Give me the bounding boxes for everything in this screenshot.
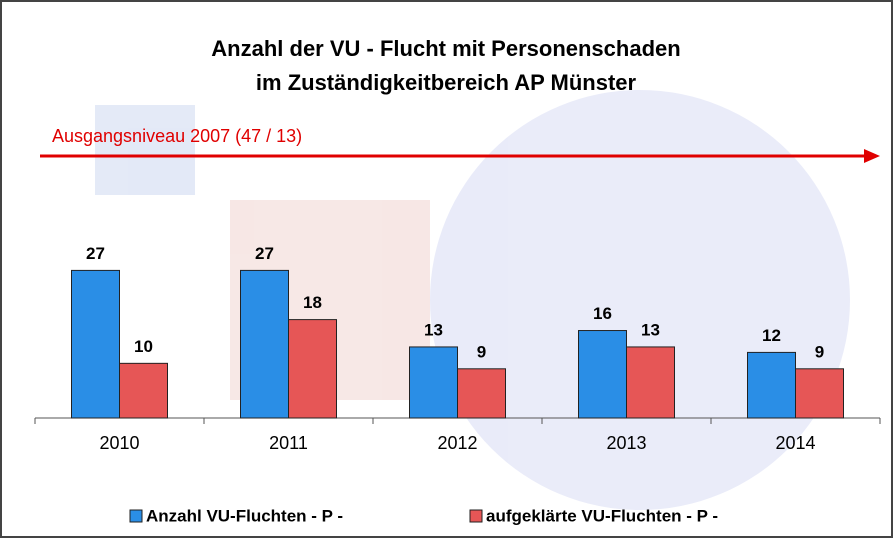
data-label: 27 — [255, 244, 274, 263]
bar — [457, 368, 506, 419]
annotation: Ausgangsniveau 2007 (47 / 13) — [52, 126, 302, 146]
bar — [288, 319, 337, 419]
bar — [71, 269, 120, 419]
data-label: 9 — [815, 342, 824, 361]
chart-title: im Zuständigkeitbereich AP Münster — [256, 70, 637, 95]
x-tick-label: 2011 — [269, 433, 308, 453]
x-tick-label: 2013 — [606, 433, 646, 453]
data-label: 16 — [593, 304, 612, 323]
data-label: 13 — [641, 320, 660, 339]
legend-label: aufgeklärte VU-Fluchten - P - — [486, 506, 718, 525]
x-tick-label: 2014 — [775, 433, 815, 453]
bar — [119, 362, 168, 419]
data-label: 18 — [303, 293, 322, 312]
legend-label: Anzahl VU-Fluchten - P - — [146, 506, 343, 525]
data-label: 27 — [86, 244, 105, 263]
x-tick-label: 2010 — [99, 433, 139, 453]
bar — [747, 351, 796, 419]
arrow-head — [864, 149, 880, 163]
data-label: 9 — [477, 342, 486, 361]
bar — [578, 330, 627, 419]
chart-title: Anzahl der VU - Flucht mit Personenschad… — [211, 36, 680, 61]
bar — [409, 346, 458, 419]
legend-swatch — [129, 509, 143, 523]
data-label: 13 — [424, 320, 443, 339]
bar — [240, 269, 289, 419]
data-label: 10 — [134, 337, 153, 356]
bar — [626, 346, 675, 419]
data-label: 12 — [762, 326, 781, 345]
legend-swatch — [469, 509, 483, 523]
x-tick-label: 2012 — [437, 433, 477, 453]
bar — [795, 368, 844, 419]
